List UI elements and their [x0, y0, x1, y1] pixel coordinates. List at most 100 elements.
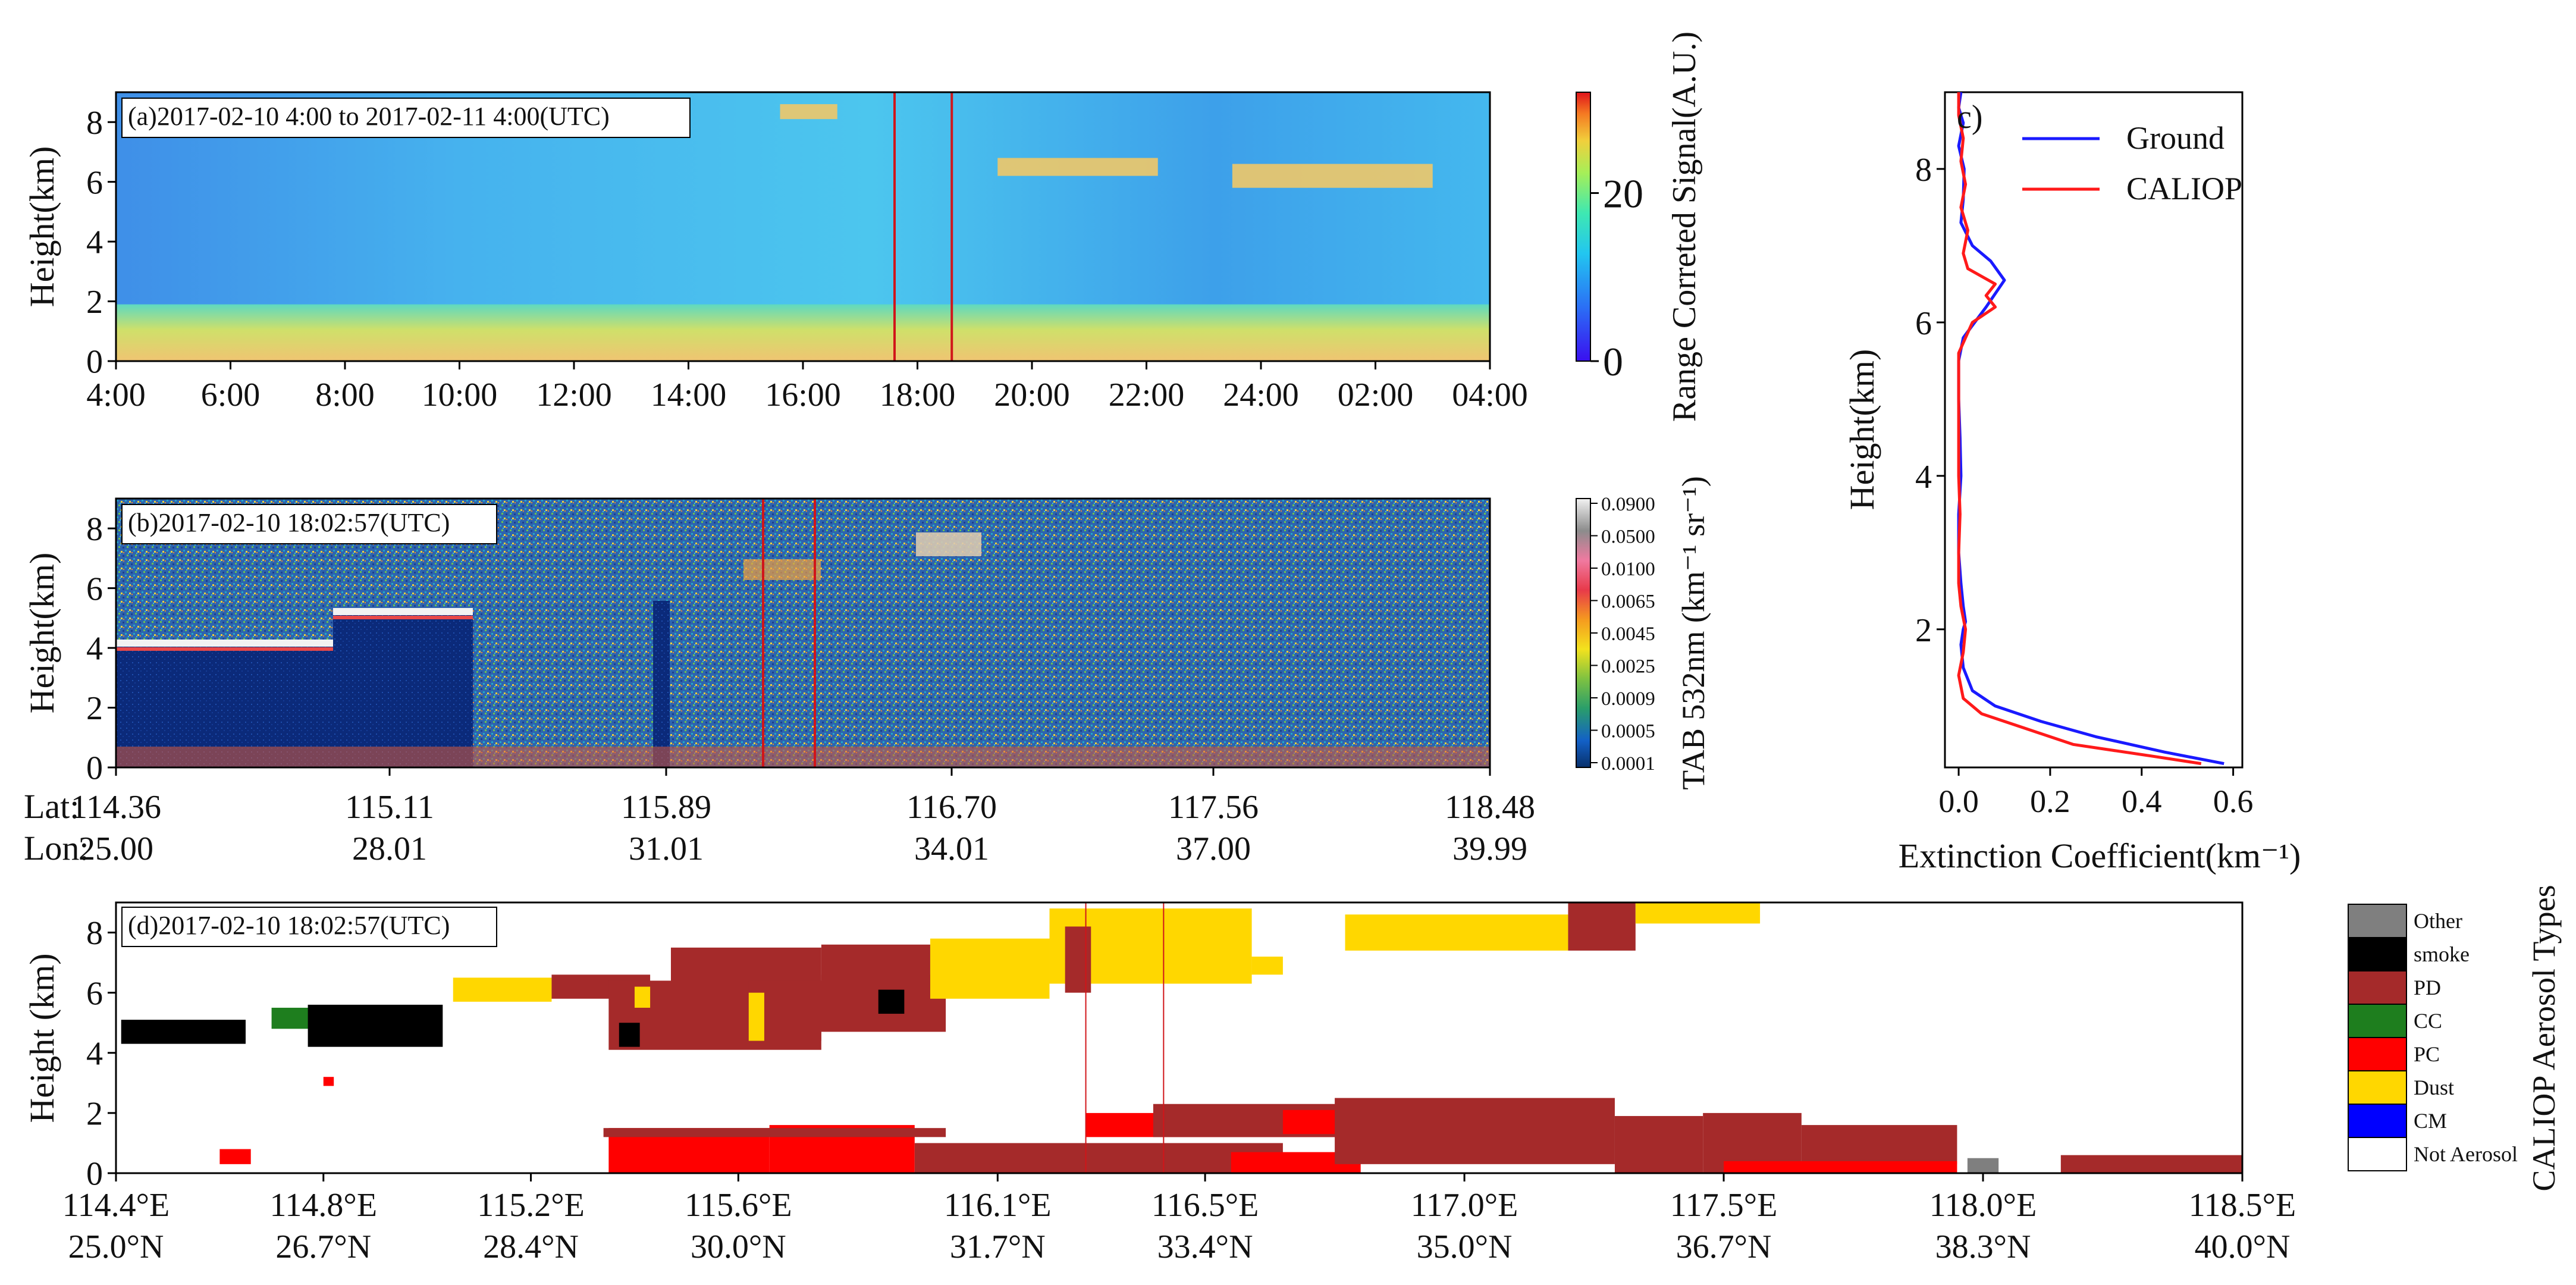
- panel-d-layer-pd: [603, 1128, 946, 1137]
- panel-d-ytick-label: 0: [86, 1156, 103, 1193]
- panel-d-lat-tick-label: 36.7°N: [1676, 1228, 1772, 1265]
- panel-b-colorbar-tick-label: 0.0009: [1601, 688, 1655, 710]
- panel-b-annotation-box: (b)2017-02-10 18:02:57(UTC): [121, 504, 497, 544]
- panel-b-frame: [115, 497, 1491, 769]
- panel-d-layer-pd: [1568, 902, 1636, 951]
- panel-b-lon-tick-label: 34.01: [914, 830, 989, 867]
- panel-c-legend: Ground CALIOP: [2022, 120, 2242, 206]
- panel-b-cloud-top-edge: [116, 647, 333, 651]
- panel-b-dense-column: [653, 601, 670, 767]
- panel-a-ylabel: Height(km): [23, 146, 61, 308]
- panel-a-marked-times: [893, 92, 953, 361]
- panel-c-xlabel: Extinction Coefficient(km⁻¹): [1899, 836, 2301, 875]
- panel-d-layers: [121, 902, 2242, 1173]
- panel-b-ylabel: Height(km): [23, 553, 61, 714]
- panel-d: 0 2 4 6 8 114.4°E 25.0°N 114.8°E 26.7°N 115.2°E 28…: [23, 901, 2296, 1265]
- panel-d-marked-profiles: [1085, 902, 1165, 1173]
- panel-d-lon-tick-label: 118.0°E: [1929, 1187, 2037, 1224]
- panel-a-xtick-label: 22:00: [1109, 377, 1185, 413]
- panel-a-colorbar: 0 20 Range Correted Signal(A.U.): [1576, 32, 1703, 422]
- panel-b-lon-label: Lon:: [24, 829, 89, 867]
- panel-d-lon-tick-label: 115.6°E: [685, 1187, 792, 1224]
- panel-a-ytick-label: 4: [86, 224, 103, 261]
- panel-d-lat-tick-label: 28.4°N: [483, 1228, 579, 1265]
- panel-b-colorbar-tick-label: 0.0025: [1601, 656, 1655, 678]
- panel-d-layer-pd: [2060, 1155, 2242, 1173]
- panel-c: 2 4 6 8 0.0 0.2 0.4 0.6 c) Ground CALIOP Height…: [1843, 91, 2301, 875]
- legend-label-pc: PC: [2414, 1042, 2440, 1066]
- panel-a-xtick-label: 24:00: [1223, 377, 1299, 413]
- panel-a-xtick-label: 18:00: [880, 377, 956, 413]
- panel-a-xtick-label: 14:00: [651, 377, 727, 413]
- legend-swatch-not-aerosol: [2348, 1137, 2407, 1171]
- panel-d-ytick-label: 4: [86, 1035, 103, 1072]
- panel-b-lon-tick-label: 31.01: [629, 830, 704, 867]
- panel-c-xtick-label: 0.0: [1938, 783, 1979, 819]
- panel-d-ytick-label: 2: [86, 1095, 103, 1132]
- legend-label-not-aerosol: Not Aerosol: [2414, 1142, 2518, 1166]
- panel-b-lat-tick-label: 116.70: [906, 789, 997, 826]
- panel-c-ytick-label: 8: [1915, 152, 1932, 189]
- panel-c-series-caliop: [1957, 92, 2202, 766]
- panel-c-ytick-label: 6: [1915, 305, 1932, 342]
- legend-swatch-other: [2348, 904, 2407, 938]
- panel-b-colorbar-tick-label: 0.0001: [1601, 753, 1655, 775]
- panel-b-colorbar-label: TAB 532nm (km⁻¹ sr⁻¹): [1676, 476, 1711, 790]
- panel-b: 0 2 4 6 8 114.36 25.00 115.11 28.01 115.89 31.01 11…: [23, 497, 1535, 867]
- panel-d-lat-tick-label: 25.0°N: [68, 1228, 164, 1265]
- legend-label-other: Other: [2414, 909, 2462, 933]
- panel-d-layer-smoke: [121, 1020, 246, 1044]
- panel-d-frame: [115, 901, 2244, 1174]
- panel-a-xtick-label: 4:00: [86, 377, 146, 413]
- panel-b-ytick-label: 8: [86, 511, 103, 548]
- panel-d-layer-pd: [1065, 926, 1091, 993]
- panel-a-annotation: (a)2017-02-10 4:00 to 2017-02-11 4:00(UT…: [128, 102, 610, 131]
- panel-d-lat-tick-label: 38.3°N: [1935, 1228, 2031, 1265]
- panel-a-xtick-label: 02:00: [1338, 377, 1414, 413]
- panel-a-xtick-label: 6:00: [201, 377, 261, 413]
- panel-d-layer-dust: [1251, 957, 1283, 975]
- panel-a-cloud-3: [1232, 164, 1433, 188]
- panel-c-annotation: c): [1957, 99, 1983, 136]
- panel-d-layer-smoke: [878, 989, 905, 1014]
- panel-d-layer-pd: [1335, 1098, 1615, 1164]
- panel-a-xtick-label: 04:00: [1452, 377, 1528, 413]
- legend-caliop-label: CALIOP: [2126, 171, 2242, 206]
- panel-d-layer-pd: [1801, 1125, 1957, 1164]
- panel-d-layer-dust: [748, 992, 764, 1041]
- panel-b-ytick-label: 6: [86, 571, 103, 607]
- panel-d-ytick-label: 8: [86, 915, 103, 952]
- panel-d-layer-other: [1967, 1158, 1999, 1173]
- panel-b-lon-tick-label: 39.99: [1452, 830, 1527, 867]
- panel-b-marked-profiles: [762, 499, 816, 767]
- panel-a-boundary-layer: [116, 304, 1490, 361]
- panel-a-cloud-1: [780, 104, 837, 120]
- panel-d-layer-pc: [219, 1149, 251, 1164]
- panel-a-ytick-label: 8: [86, 105, 103, 142]
- panel-b-annotation: (b)2017-02-10 18:02:57(UTC): [128, 508, 450, 537]
- panel-d-layer-smoke: [308, 1004, 443, 1047]
- panel-d-layer-dust: [634, 986, 651, 1008]
- panel-d-ylabel: Height (km): [23, 953, 61, 1123]
- panel-d-layer-smoke: [619, 1023, 640, 1047]
- panel-b-colorbar-tick-label: 0.0900: [1601, 494, 1655, 515]
- panel-b-colorbar-tick-label: 0.0045: [1601, 623, 1655, 645]
- legend-swatch-cc: [2348, 1004, 2407, 1038]
- panel-d-lon-tick-label: 117.0°E: [1411, 1187, 1518, 1224]
- panel-b-aerosol-patch: [916, 532, 981, 556]
- panel-b-ytick-label: 2: [86, 690, 103, 727]
- panel-d-lat-tick-label: 31.7°N: [950, 1228, 1046, 1265]
- panel-b-colorbar-gradient: [1576, 498, 1591, 768]
- panel-a-axes: 0 2 4 6 8 4:00 6:00 8:00 10:00 12:00 14:00 16:00 18:…: [86, 105, 1528, 413]
- panel-b-axes: 0 2 4 6 8 114.36 25.00 115.11 28.01 115.89 31.01 11…: [71, 511, 1535, 867]
- panel-d-layer-pc: [1724, 1161, 1957, 1173]
- panel-c-xtick-label: 0.4: [2122, 783, 2162, 819]
- panel-b-colorbar-tick-label: 0.0065: [1601, 591, 1655, 613]
- panel-b-aerosol-patch: [743, 559, 821, 580]
- panel-a-annotation-box: (a)2017-02-10 4:00 to 2017-02-11 4:00(UT…: [121, 98, 691, 138]
- panel-d-lat-tick-label: 26.7°N: [275, 1228, 371, 1265]
- legend-label-dust: Dust: [2414, 1076, 2454, 1099]
- panel-a-features: [116, 104, 1490, 361]
- panel-d-layer-dust: [1635, 902, 1761, 924]
